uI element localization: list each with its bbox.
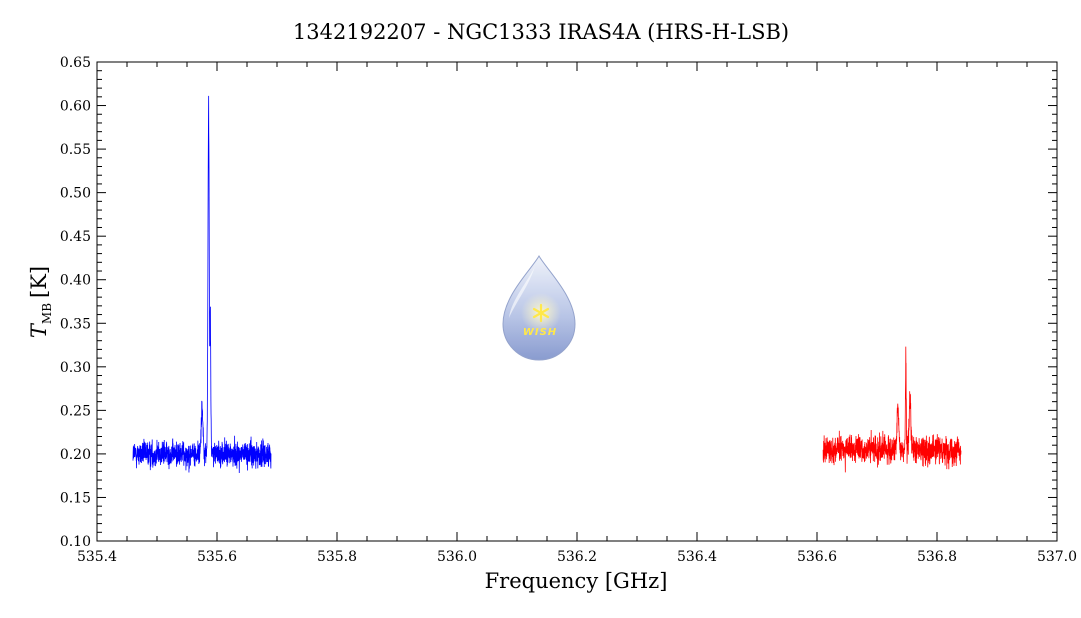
y-tick-label: 0.50: [60, 186, 91, 202]
y-tick-label: 0.20: [60, 447, 91, 463]
spectrum-series-2: [822, 346, 962, 473]
x-tick-label: 535.8: [317, 549, 357, 565]
x-tick-label: 537.0: [1037, 549, 1077, 565]
x-tick-label: 535.6: [197, 549, 237, 565]
y-axis-label-unit: [K]: [27, 266, 51, 298]
x-axis-label: Frequency [GHz]: [485, 569, 668, 593]
y-axis-label-main: T: [27, 322, 51, 338]
y-tick-label: 0.60: [60, 99, 91, 115]
spectrum-series-1: [132, 95, 272, 473]
y-axis-label: TMB [K]: [27, 266, 54, 338]
star-icon: [532, 303, 550, 323]
y-axis-label-sub: MB: [40, 303, 54, 324]
logo-text: WISH: [523, 327, 557, 338]
x-tick-label: 536.4: [677, 549, 717, 565]
axis-tick-labels: 535.4 535.6 535.8 536.0 536.2 536.4 536.6 536.8…: [60, 55, 1077, 565]
x-tick-label: 536.2: [557, 549, 597, 565]
wish-droplet-logo: WISH: [502, 254, 576, 361]
y-tick-label: 0.40: [60, 273, 91, 289]
axis-ticks: [96, 61, 1058, 542]
y-tick-label: 0.55: [60, 142, 91, 158]
y-tick-label: 0.25: [60, 403, 91, 419]
y-tick-label: 0.15: [60, 490, 91, 506]
y-tick-label: 0.35: [60, 316, 91, 332]
y-tick-label: 0.65: [60, 55, 91, 71]
x-tick-label: 535.4: [77, 549, 117, 565]
chart-title: 1342192207 - NGC1333 IRAS4A (HRS-H-LSB): [293, 20, 789, 44]
y-tick-label: 0.30: [60, 360, 91, 376]
y-tick-label: 0.10: [60, 534, 91, 550]
plot-frame: [96, 61, 1058, 542]
y-tick-label: 0.45: [60, 229, 91, 245]
x-tick-label: 536.0: [437, 549, 477, 565]
x-tick-label: 536.6: [797, 549, 837, 565]
x-tick-label: 536.8: [917, 549, 957, 565]
series-layer: [132, 95, 962, 473]
svg-text:TMB[K]: TMB [K]: [27, 266, 54, 338]
